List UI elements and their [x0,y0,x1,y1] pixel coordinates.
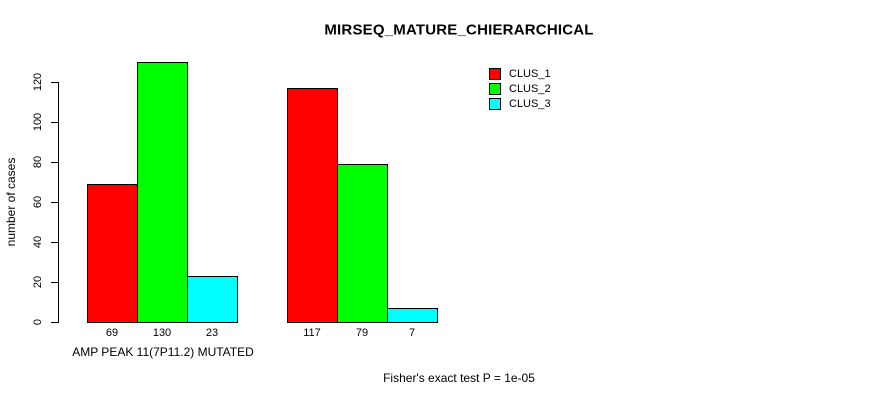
y-tick [51,122,58,123]
y-axis-line [58,82,59,323]
legend-swatch [489,97,501,110]
fisher-test-footnote: Fisher's exact test P = 1e-05 [383,371,535,385]
bar-clus_3-group2 [387,308,438,323]
y-tick-label: 120 [32,72,44,92]
y-tick-label: 60 [32,195,44,209]
y-tick [51,202,58,203]
y-tick [51,82,58,83]
y-tick-label: 100 [32,112,44,132]
y-tick [51,162,58,163]
legend: CLUS_1 CLUS_2 CLUS_3 [489,66,551,111]
y-tick-label: 20 [32,275,44,289]
bar-value-label: 79 [355,327,369,339]
y-tick-label: 40 [32,235,44,249]
y-tick [51,242,58,243]
legend-item-clus_3: CLUS_3 [489,96,551,111]
bar-value-label: 7 [408,327,416,339]
legend-label: CLUS_2 [509,82,551,95]
bar-value-label: 69 [105,327,119,339]
y-tick [51,282,58,283]
chart-title: MIRSEQ_MATURE_CHIERARCHICAL [324,21,594,39]
legend-item-clus_1: CLUS_1 [489,66,551,81]
bar-clus_1-group1 [87,184,138,323]
legend-label: CLUS_3 [509,97,551,110]
y-axis-title: number of cases [4,157,18,247]
legend-item-clus_2: CLUS_2 [489,81,551,96]
bar-clus_2-group1 [137,62,188,323]
bar-clus_2-group2 [337,164,388,323]
legend-swatch [489,67,501,80]
bar-value-label: 23 [205,327,219,339]
y-tick-label: 0 [32,318,44,326]
y-tick [51,322,58,323]
bar-clus_3-group1 [187,276,238,323]
bar-clus_1-group2 [287,88,338,323]
x-group-label: AMP PEAK 11(7P11.2) MUTATED [72,345,254,359]
bar-value-label: 117 [303,327,321,339]
legend-swatch [489,82,501,95]
bar-value-label: 130 [152,327,172,339]
legend-label: CLUS_1 [509,67,551,80]
y-tick-label: 80 [32,155,44,169]
